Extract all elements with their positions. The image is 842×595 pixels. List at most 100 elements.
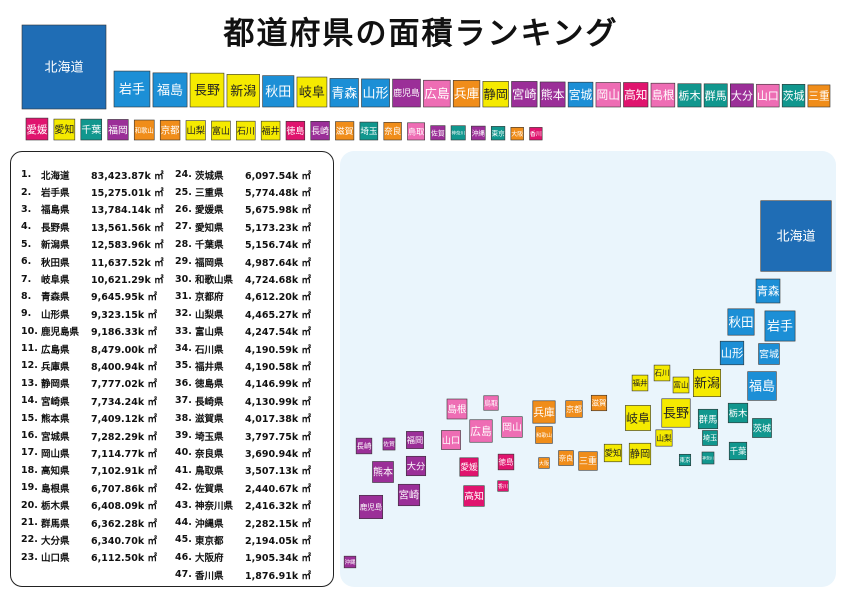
prefecture-name: 島根県 [41, 483, 70, 495]
map-square-宮崎: 宮崎 [397, 483, 421, 507]
map-square-石川: 石川 [653, 364, 671, 382]
rank-number: 35. [175, 360, 192, 372]
rank-number: 19. [21, 482, 38, 494]
square-千葉: 千葉 [80, 118, 103, 141]
square-大分: 大分 [729, 83, 754, 108]
square-mark [703, 83, 728, 108]
rank-number: 44. [175, 517, 192, 528]
square-label: 神奈川 [702, 455, 714, 460]
square-mark [623, 82, 649, 108]
area-value: 6,340.70k ㎡ [91, 535, 158, 547]
square-label: 兵庫 [454, 86, 480, 101]
square-label: 山形 [721, 347, 743, 360]
rank-number: 2. [21, 186, 32, 198]
rank-number: 32. [175, 308, 192, 320]
square-mark [758, 343, 780, 365]
square-label: 富山 [673, 380, 688, 390]
map-square-和歌山: 和歌山 [535, 426, 553, 444]
rank-number: 14. [21, 395, 38, 407]
rank-number: 34. [175, 343, 192, 355]
square-mark [310, 121, 330, 141]
square-label: 福岡 [407, 435, 423, 445]
square-label: 福島 [157, 84, 183, 99]
rank-number: 27. [175, 221, 192, 233]
square-mark [406, 431, 424, 449]
area-value: 2,440.67k ㎡ [245, 483, 312, 495]
square-label: 香川 [530, 130, 542, 138]
square-label: 宮城 [569, 88, 593, 102]
square-label: 青森 [757, 284, 780, 298]
square-茨城: 茨城 [781, 83, 806, 108]
square-mark [260, 120, 281, 141]
square-label: 長野 [194, 84, 220, 99]
square-label: 岩手 [767, 320, 793, 335]
square-label: 兵庫 [533, 406, 555, 419]
area-value: 6,408.09k ㎡ [91, 501, 158, 513]
square-mark [702, 430, 718, 446]
square-label: 鳥取 [484, 398, 498, 407]
prefecture-name: 和歌山県 [195, 275, 234, 287]
square-label: 熊本 [373, 466, 393, 479]
square-富山: 富山 [211, 120, 231, 141]
square-岡山: 岡山 [595, 82, 621, 108]
square-東京: 東京 [490, 126, 506, 141]
square-mark [53, 118, 76, 141]
square-label: 熊本 [541, 88, 565, 102]
square-群馬: 群馬 [703, 83, 728, 108]
square-label: 沖縄 [344, 558, 356, 566]
square-佐賀: 佐賀 [430, 125, 446, 141]
area-value: 15,275.01k ㎡ [91, 188, 164, 200]
square-mark [383, 122, 402, 141]
map-square-滋賀: 滋賀 [590, 394, 608, 412]
square-label: 千葉 [730, 446, 747, 456]
square-mark [113, 70, 151, 108]
prefecture-name: 熊本県 [41, 414, 70, 426]
square-mark [728, 441, 748, 461]
prefecture-name: 愛媛県 [195, 205, 224, 217]
rank-number: 25. [175, 186, 192, 198]
rank-number: 10. [21, 325, 38, 337]
rank-number: 12. [21, 360, 38, 372]
prefecture-name: 富山県 [195, 327, 224, 339]
square-label: 滋賀 [336, 125, 354, 137]
square-label: 長野 [663, 407, 689, 422]
square-mark [358, 494, 384, 520]
square-label: 三重 [579, 455, 597, 467]
square-mark [343, 555, 357, 569]
square-鳥取: 鳥取 [407, 122, 426, 141]
square-静岡: 静岡 [482, 81, 509, 108]
square-mark [672, 376, 690, 394]
area-value: 2,416.32k ㎡ [245, 501, 312, 513]
square-mark [430, 125, 446, 141]
ranking-row: 25. 三重県 5,774.48k ㎡ [175, 183, 311, 200]
rank-number: 11. [21, 343, 38, 355]
square-兵庫: 兵庫 [452, 80, 481, 108]
map-square-山形: 山形 [719, 340, 745, 366]
square-label: 徳島 [499, 457, 514, 467]
map-square-福岡: 福岡 [406, 431, 424, 449]
square-label: 北海道 [776, 230, 815, 245]
square-label: 京都 [161, 125, 180, 137]
square-label: 福岡 [108, 123, 128, 136]
ranking-row: 37. 長崎県 4,130.99k ㎡ [175, 392, 311, 409]
square-mark [628, 442, 652, 466]
ranking-row: 44. 沖縄県 2,282.15k ㎡ [175, 514, 311, 531]
square-label: 奈良 [384, 126, 401, 136]
map-square-島根: 島根 [446, 398, 468, 420]
map-square-栃木: 栃木 [727, 402, 749, 424]
area-value: 5,156.74k ㎡ [245, 240, 312, 252]
square-label: 東京 [680, 456, 691, 464]
square-沖縄: 沖縄 [471, 125, 486, 141]
rank-number: 43. [175, 499, 192, 511]
square-広島: 広島 [423, 79, 451, 108]
ranking-row: 39. 埼玉県 3,797.75k ㎡ [175, 427, 311, 444]
square-長野: 長野 [189, 72, 225, 108]
rank-number: 16. [21, 430, 38, 442]
rank-number: 45. [175, 534, 192, 546]
prefecture-name: 佐賀県 [195, 483, 224, 495]
ranking-column-2: 24. 茨城県 6,097.54k ㎡ 25. 三重県 5,774.48k ㎡ 26. 愛媛県… [175, 166, 311, 583]
map-panel [340, 151, 836, 587]
area-value: 11,637.52k ㎡ [91, 257, 164, 269]
square-mark [807, 84, 831, 108]
square-label: 栃木 [678, 88, 700, 102]
